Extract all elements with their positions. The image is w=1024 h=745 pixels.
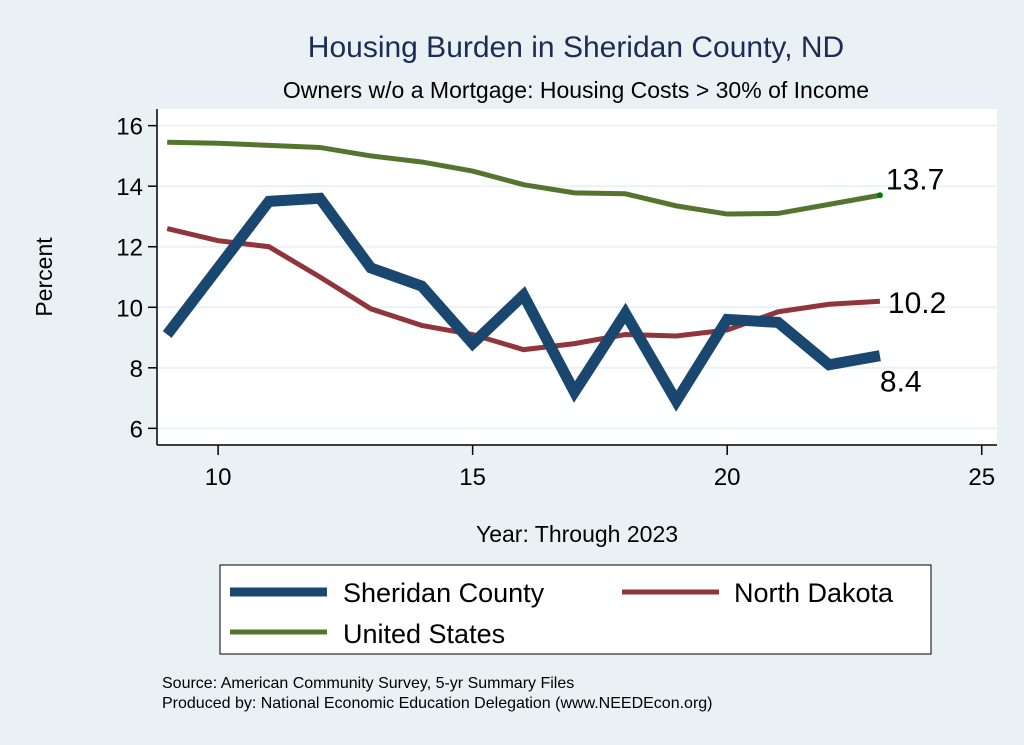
x-axis-ticks: 10 15 20 25 bbox=[205, 445, 995, 491]
end-label-north-dakota: 10.2 bbox=[888, 287, 946, 320]
y-tick-label: 10 bbox=[116, 295, 143, 322]
legend-box bbox=[219, 564, 932, 655]
legend-label-sheridan-county: Sheridan County bbox=[343, 578, 545, 608]
x-tick-label: 20 bbox=[714, 464, 741, 491]
end-label-sheridan-county: 8.4 bbox=[880, 366, 922, 399]
x-tick-label: 15 bbox=[459, 464, 486, 491]
end-marker-united-states bbox=[876, 192, 883, 199]
gridlines bbox=[157, 124, 997, 430]
x-tick-label: 25 bbox=[968, 464, 995, 491]
y-tick-label: 16 bbox=[116, 114, 143, 141]
y-axis-title: Percent bbox=[31, 237, 57, 317]
legend-label-united-states: United States bbox=[343, 619, 505, 649]
x-tick-label: 10 bbox=[205, 464, 232, 491]
y-axis-ticks: 6 8 10 12 14 16 bbox=[116, 114, 157, 443]
end-labels: 8.4 10.2 13.7 bbox=[876, 163, 946, 399]
producer-note: Produced by: National Economic Education… bbox=[162, 695, 713, 712]
source-note: Source: American Community Survey, 5-yr … bbox=[162, 675, 574, 692]
series-lines bbox=[162, 139, 881, 412]
chart-subtitle: Owners w/o a Mortgage: Housing Costs > 3… bbox=[283, 77, 869, 103]
end-label-united-states: 13.7 bbox=[886, 163, 944, 196]
y-tick-label: 6 bbox=[130, 416, 143, 443]
chart-title: Housing Burden in Sheridan County, ND bbox=[308, 31, 844, 64]
legend: Sheridan County North Dakota United Stat… bbox=[219, 564, 932, 655]
y-tick-label: 14 bbox=[116, 174, 143, 201]
y-tick-label: 12 bbox=[116, 235, 143, 262]
legend-label-north-dakota: North Dakota bbox=[734, 578, 894, 608]
x-axis-title: Year: Through 2023 bbox=[476, 521, 678, 547]
y-tick-label: 8 bbox=[130, 356, 143, 383]
